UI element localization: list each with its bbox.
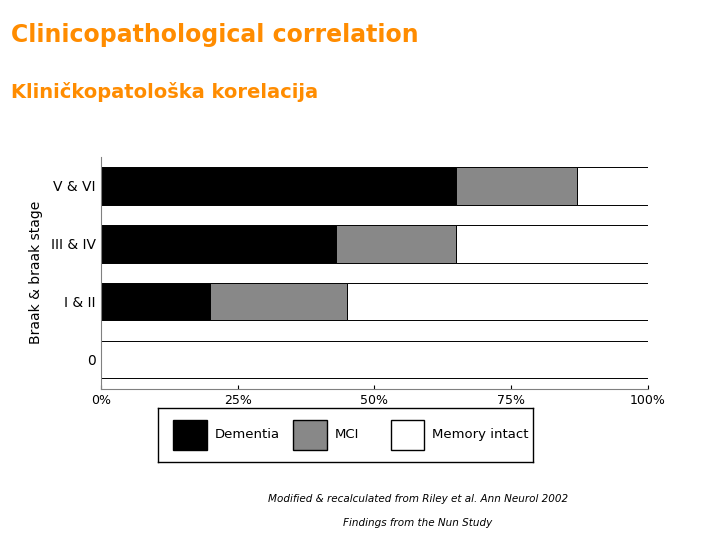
Bar	[101, 283, 210, 320]
Bar	[293, 420, 327, 450]
Text: Dementia: Dementia	[215, 428, 279, 441]
Bar	[456, 167, 577, 205]
Bar	[456, 225, 648, 262]
Bar	[174, 420, 207, 450]
Text: MCI: MCI	[334, 428, 359, 441]
Text: Kliničkopatološka korelacija: Kliničkopatološka korelacija	[11, 83, 318, 103]
Text: Findings from the Nun Study: Findings from the Nun Study	[343, 518, 492, 529]
Bar	[210, 283, 347, 320]
Bar	[347, 283, 648, 320]
Bar	[336, 225, 456, 262]
Text: Modified & recalculated from Riley et al. Ann Neurol 2002: Modified & recalculated from Riley et al…	[268, 494, 567, 504]
Y-axis label: Braak & braak stage: Braak & braak stage	[29, 201, 42, 345]
Bar	[101, 167, 456, 205]
Text: CN-16: CN-16	[653, 6, 709, 24]
Text: Memory intact: Memory intact	[432, 428, 528, 441]
Bar	[101, 225, 336, 262]
Bar	[390, 420, 424, 450]
Text: Clinicopathological correlation: Clinicopathological correlation	[11, 23, 418, 47]
Bar	[577, 167, 648, 205]
Bar	[101, 341, 648, 378]
